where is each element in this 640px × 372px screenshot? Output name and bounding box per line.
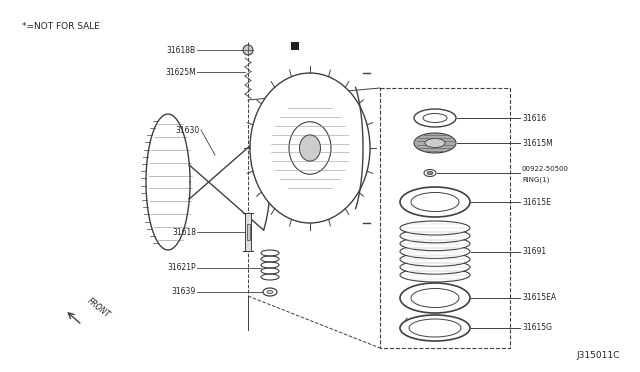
Text: J315011C: J315011C — [577, 351, 620, 360]
Ellipse shape — [250, 73, 370, 223]
Ellipse shape — [400, 268, 470, 282]
Ellipse shape — [400, 187, 470, 217]
Ellipse shape — [263, 288, 277, 296]
Ellipse shape — [414, 133, 456, 153]
Ellipse shape — [400, 315, 470, 341]
Bar — [380, 88, 510, 348]
Text: 31639: 31639 — [172, 288, 196, 296]
Text: 31621P: 31621P — [168, 263, 196, 273]
Text: 31618B: 31618B — [167, 45, 196, 55]
Ellipse shape — [400, 221, 470, 235]
Text: 31616: 31616 — [522, 113, 546, 122]
Ellipse shape — [411, 192, 459, 212]
Text: *=NOT FOR SALE: *=NOT FOR SALE — [22, 22, 100, 31]
Bar — [245, 213, 251, 251]
Ellipse shape — [427, 171, 433, 175]
Ellipse shape — [243, 45, 253, 55]
Ellipse shape — [400, 260, 470, 274]
Ellipse shape — [409, 319, 461, 337]
Bar — [291, 42, 299, 50]
Ellipse shape — [414, 109, 456, 127]
Text: 00922-50500: 00922-50500 — [522, 166, 569, 172]
Ellipse shape — [400, 252, 470, 266]
Ellipse shape — [423, 113, 447, 122]
Text: 31615EA: 31615EA — [522, 294, 556, 302]
Text: 31691: 31691 — [522, 247, 546, 256]
Text: 31625M: 31625M — [165, 67, 196, 77]
Ellipse shape — [411, 289, 459, 308]
Text: 31630: 31630 — [176, 125, 200, 135]
Ellipse shape — [300, 135, 321, 161]
Text: RING(1): RING(1) — [522, 177, 549, 183]
Ellipse shape — [425, 138, 445, 148]
Ellipse shape — [289, 122, 331, 174]
Text: FRONT: FRONT — [86, 297, 112, 320]
Ellipse shape — [400, 229, 470, 243]
Bar — [246, 224, 250, 240]
Ellipse shape — [400, 237, 470, 251]
Ellipse shape — [267, 290, 273, 294]
Text: 31615M: 31615M — [522, 138, 553, 148]
Text: 31615E: 31615E — [522, 198, 551, 206]
Text: 31615G: 31615G — [522, 324, 552, 333]
Ellipse shape — [400, 283, 470, 313]
Ellipse shape — [400, 244, 470, 259]
Text: 31618: 31618 — [172, 228, 196, 237]
